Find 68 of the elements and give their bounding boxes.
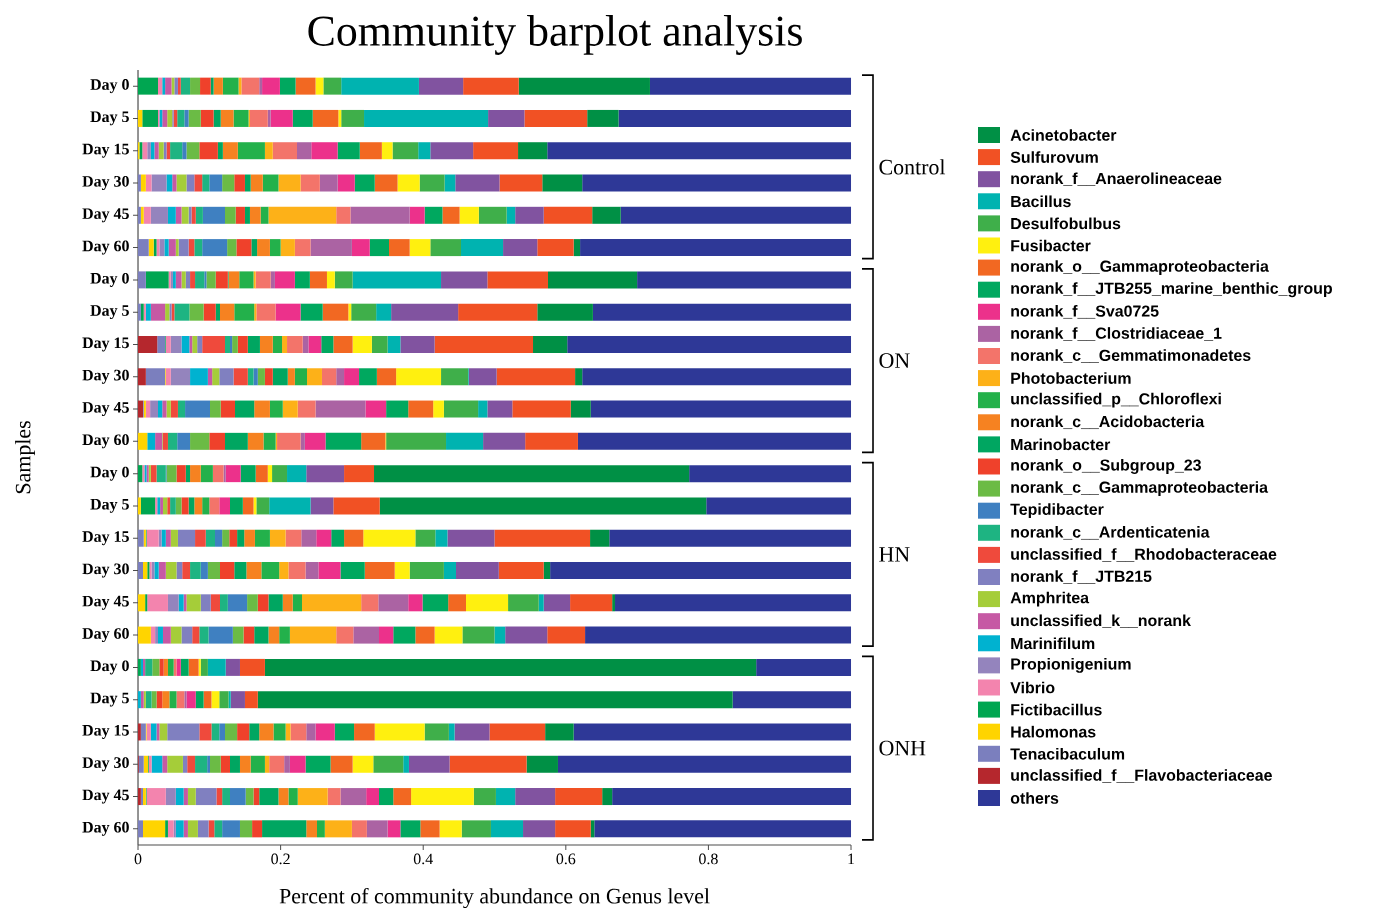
y-tick-label: Day 45: [82, 595, 129, 610]
legend-label: unclassified_k__norank: [1011, 614, 1191, 628]
y-tick-label: Day 0: [90, 660, 129, 675]
y-tick-label: Day 30: [82, 563, 129, 578]
legend-label: norank_f__Anaerolineaceae: [1011, 172, 1222, 186]
x-tick-label: 0.6: [556, 853, 576, 865]
legend-label: norank_c__Ardenticatenia: [1011, 525, 1210, 540]
y-tick-label: Day 45: [82, 401, 129, 416]
x-tick-label: 0: [134, 853, 142, 865]
legend-label: Marinobacter: [1011, 438, 1111, 451]
legend-label: Halomonas: [1011, 725, 1096, 738]
legend-label: norank_f__JTB215: [1011, 570, 1152, 584]
legend-label: norank_c__Acidobacteria: [1011, 415, 1205, 429]
legend-label: Propionigenium: [1011, 657, 1131, 673]
y-tick-label: Day 0: [90, 272, 129, 287]
chart-title: Community barplot analysis: [308, 14, 802, 55]
legend-label: Amphritea: [1010, 591, 1090, 607]
x-tick-label: 0.4: [413, 853, 433, 865]
legend-label: norank_f__Sva0725: [1011, 304, 1159, 319]
legend-label: Marinifilum: [1011, 637, 1095, 649]
y-tick-label: Day 5: [90, 498, 129, 513]
legend-label: norank_o__Subgroup_23: [1011, 458, 1201, 474]
text: ONH: [879, 740, 926, 756]
y-tick-label: Day 15: [82, 531, 129, 546]
legend-label: norank_f__Clostridiaceae_1: [1011, 326, 1222, 341]
legend-label: Acinetobacter: [1010, 128, 1117, 141]
y-tick-label: Day 0: [90, 466, 129, 481]
y-tick-label: Day 5: [90, 111, 129, 126]
y-tick-label: Day 60: [82, 240, 129, 255]
legend-label: Vibrio: [1010, 681, 1055, 694]
y-tick-label: Day 30: [82, 757, 129, 772]
legend-label: unclassified_f__Flavobacteriaceae: [1011, 768, 1272, 783]
y-tick-label: Day 60: [82, 821, 129, 836]
legend-label: Fusibacter: [1011, 239, 1091, 252]
legend-label: Fictibacillus: [1011, 703, 1102, 716]
y-tick-label: Day 30: [82, 175, 129, 190]
legend-label: Desulfobulbus: [1011, 217, 1121, 230]
legend-label: norank_c__Gammaproteobacteria: [1011, 480, 1269, 496]
text: Control: [879, 158, 946, 175]
legend-label: norank_o__Gammaproteobacteria: [1011, 259, 1269, 275]
y-tick-label: Day 60: [82, 627, 129, 642]
y-tick-label: Day 15: [82, 143, 129, 158]
y-tick-label: Day 0: [90, 78, 129, 93]
legend-label: norank_f__JTB255_marine_benthic_group: [1011, 282, 1332, 297]
x-tick-label: 1: [848, 853, 855, 864]
text: HN: [879, 546, 910, 562]
legend-label: others: [1010, 791, 1059, 804]
legend-label: norank_c__Gemmatimonadetes: [1011, 349, 1251, 363]
x-tick-label: 0.8: [699, 853, 718, 865]
x-axis-title: Percent of community abundance on Genus level: [279, 887, 710, 908]
y-tick-label: Day 45: [82, 208, 129, 223]
y-tick-label: Day 45: [82, 789, 129, 804]
y-tick-label: Day 60: [82, 434, 129, 449]
legend-label: Tenacibaculum: [1010, 747, 1125, 760]
y-tick-label: Day 15: [82, 724, 129, 739]
y-tick-label: Day 15: [82, 337, 129, 352]
legend-label: Sulfurovum: [1010, 151, 1098, 163]
legend-label: Tepidibacter: [1010, 503, 1104, 518]
legend-label: Bacillus: [1011, 195, 1071, 207]
y-axis-title: Samples: [15, 420, 35, 493]
legend-label: unclassified_f__Rhodobacteraceae: [1011, 547, 1277, 562]
legend-label: Photobacterium: [1011, 372, 1131, 384]
y-tick-label: Day 5: [90, 305, 129, 319]
text: ON: [879, 353, 910, 368]
y-tick-label: Day 5: [90, 692, 129, 707]
x-tick-label: 0.2: [271, 853, 290, 865]
legend-label: unclassified_p__Chloroflexi: [1011, 392, 1221, 408]
y-tick-label: Day 30: [82, 369, 129, 384]
